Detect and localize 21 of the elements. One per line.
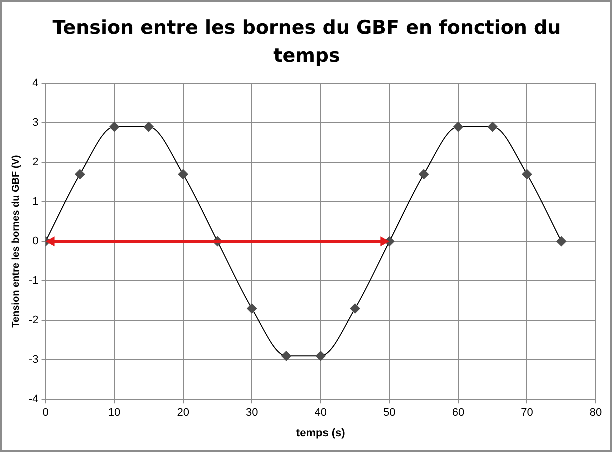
x-tick-label: 30	[246, 407, 258, 420]
x-tick-label: 20	[177, 407, 190, 420]
y-tick-label: -4	[29, 394, 39, 406]
y-axis-title: Tension entre les bornes du GBF (V)	[10, 155, 22, 328]
x-tick-label: 60	[452, 407, 465, 420]
x-tick-label: 70	[521, 407, 534, 420]
x-axis-title: temps (s)	[296, 427, 346, 440]
x-tick-label: 80	[590, 407, 602, 420]
y-tick-label: 0	[32, 236, 39, 248]
y-tick-label: -3	[29, 354, 39, 366]
chart-title: Tension entre les bornes du GBF en fonction du temps	[52, 16, 562, 69]
y-tick-label: 2	[32, 156, 39, 169]
y-tick-label: 4	[32, 78, 39, 90]
y-tick-label: 1	[32, 196, 39, 208]
y-tick-label: -1	[29, 275, 39, 288]
y-tick-label: -2	[29, 314, 39, 327]
x-tick-label: 50	[384, 407, 396, 420]
x-tick-label: 0	[42, 407, 49, 420]
y-tick-label: 3	[32, 117, 39, 130]
x-tick-label: 10	[108, 407, 121, 420]
x-tick-label: 40	[314, 407, 328, 420]
